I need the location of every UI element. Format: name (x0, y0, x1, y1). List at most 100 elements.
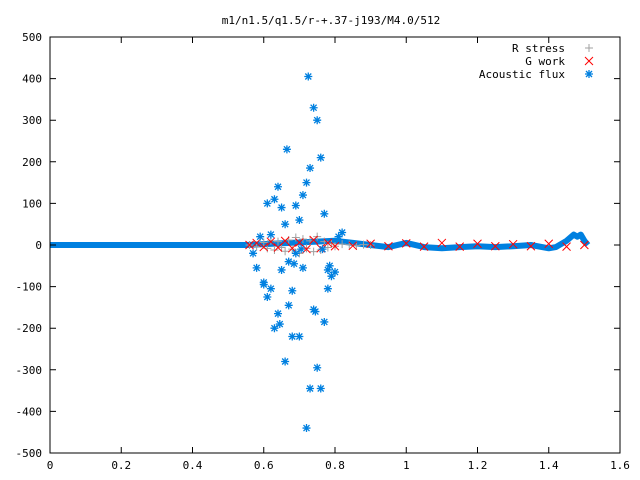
data-point (266, 230, 275, 239)
data-point (295, 332, 304, 341)
data-point (281, 247, 290, 256)
y-tick-label: 100 (22, 197, 42, 210)
data-point (288, 332, 297, 341)
data-point (544, 239, 554, 249)
data-point (282, 145, 291, 154)
data-point (306, 164, 315, 173)
x-tick-label: 0 (47, 459, 54, 472)
data-point (318, 245, 327, 254)
data-point (323, 238, 333, 248)
data-point (455, 242, 465, 252)
data-point (295, 238, 304, 247)
data-point (323, 284, 332, 293)
data-point (366, 241, 375, 249)
data-point (366, 239, 375, 249)
data-point (288, 245, 297, 254)
legend-label: G work (525, 55, 565, 68)
data-point (419, 242, 429, 252)
data-point (284, 257, 293, 266)
data-point (274, 237, 282, 246)
data-point (334, 232, 343, 241)
data-point (316, 153, 325, 162)
data-point (274, 182, 282, 191)
y-tick-label: -100 (16, 281, 43, 294)
data-point (327, 272, 336, 281)
data-point (270, 324, 279, 333)
data-point (280, 236, 290, 246)
data-point (281, 220, 290, 229)
data-point (437, 238, 447, 248)
data-point (263, 293, 272, 301)
data-point (298, 263, 307, 272)
data-point (311, 307, 320, 316)
data-point (473, 239, 482, 249)
x-tick-label: 0.4 (183, 459, 203, 472)
data-point (275, 320, 284, 329)
data-point (508, 239, 518, 249)
data-point (263, 199, 272, 208)
y-tick-label: -200 (16, 322, 43, 335)
y-tick-label: -300 (16, 364, 43, 377)
x-tick-label: 1.6 (610, 459, 630, 472)
data-point (302, 424, 311, 433)
data-point (270, 245, 279, 254)
data-point (287, 243, 297, 253)
data-point (249, 249, 258, 258)
data-point (320, 209, 329, 218)
y-tick-label: -400 (16, 405, 43, 418)
data-point (245, 240, 254, 250)
data-point (291, 233, 300, 242)
data-point (320, 317, 329, 326)
data-point (348, 241, 358, 251)
data-point (309, 247, 318, 256)
plot-marks (50, 72, 591, 433)
data-point (313, 363, 322, 372)
data-point (338, 240, 347, 249)
data-point (259, 238, 268, 247)
data-point (281, 357, 290, 366)
data-point (526, 241, 536, 251)
data-point (302, 244, 311, 253)
x-tick-label: 1 (403, 459, 410, 472)
y-tick-label: 0 (35, 239, 42, 252)
data-point (270, 195, 279, 204)
legend-label: Acoustic flux (479, 68, 565, 81)
data-point (288, 286, 297, 295)
data-point (266, 237, 276, 247)
acoustic-flux-baseline (50, 231, 591, 252)
data-point (359, 240, 368, 249)
data-point (298, 191, 307, 200)
data-point (277, 203, 286, 212)
data-point (297, 245, 306, 254)
legend-marker (585, 70, 593, 78)
data-point (252, 242, 261, 251)
chart-title: m1/n1.5/q1.5/r-+.37-j193/M4.0/512 (222, 14, 441, 27)
y-tick-label: 500 (22, 31, 42, 44)
data-point (401, 238, 411, 248)
data-point (384, 241, 393, 251)
data-point (323, 265, 332, 274)
data-point (490, 241, 500, 251)
data-point (338, 228, 347, 237)
data-point (309, 235, 318, 245)
data-point (306, 384, 315, 393)
y-tick-label: 300 (22, 114, 42, 127)
y-tick-label: 200 (22, 156, 42, 169)
data-point (256, 232, 265, 241)
data-point (252, 238, 261, 248)
x-tick-label: 1.4 (539, 459, 559, 472)
data-point (291, 201, 300, 210)
x-tick-label: 0.6 (254, 459, 274, 472)
data-point (259, 280, 268, 289)
x-tick-label: 0.2 (111, 459, 131, 472)
data-point (316, 243, 326, 253)
data-point (290, 259, 299, 268)
data-point (323, 243, 332, 252)
data-point (284, 301, 293, 310)
data-point (325, 261, 334, 270)
data-point (580, 240, 589, 250)
data-point (273, 243, 283, 252)
y-tick-label: -500 (16, 447, 43, 460)
